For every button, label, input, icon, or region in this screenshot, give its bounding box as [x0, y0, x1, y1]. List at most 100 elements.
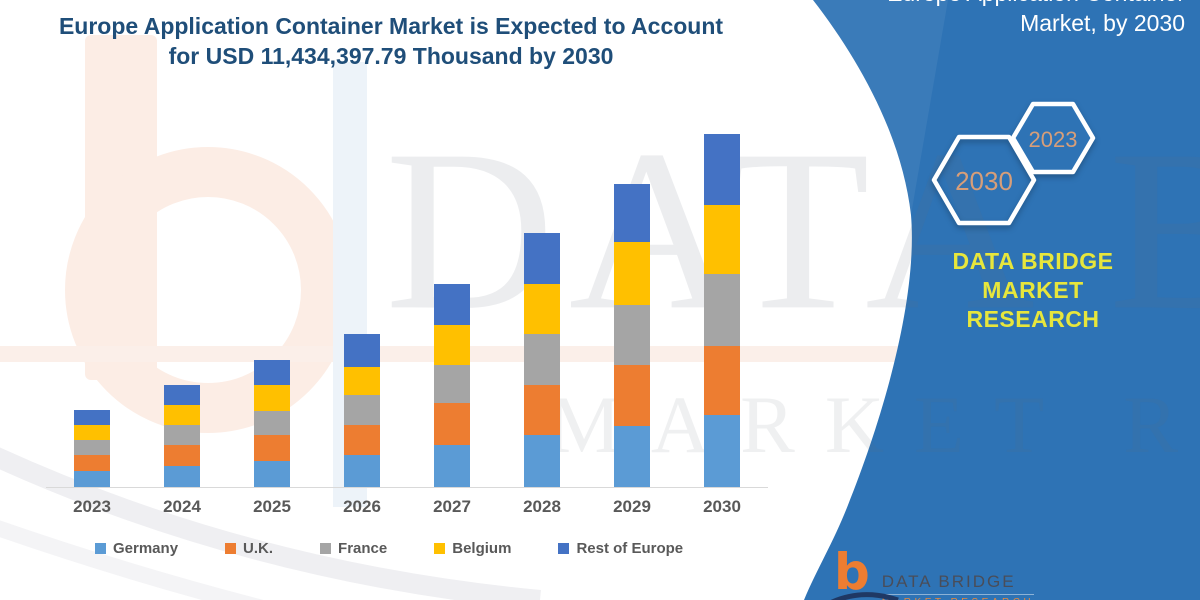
page-title-line1: Europe Application Container Market is E… [58, 13, 724, 39]
swirl-curve-icon [0, 447, 541, 600]
data-bridge-b-icon: b [834, 543, 870, 600]
brand-text: DATA BRIDGE MARKET RESEARCH [902, 247, 1164, 334]
bar-segment-2023-u-k- [74, 455, 110, 471]
bar-segment-2029-germany [614, 426, 650, 487]
bar-segment-2025-u-k- [254, 435, 290, 461]
bar-2029 [614, 184, 650, 487]
footer-logo-mark: b [830, 547, 899, 600]
legend-swatch-icon [320, 543, 332, 554]
legend-item-u-k-: U.K. [225, 540, 273, 557]
bar-segment-2029-u-k- [614, 365, 650, 426]
x-axis-label-2030: 2030 [703, 497, 741, 516]
bar-segment-2027-france [434, 365, 470, 403]
legend-label: U.K. [243, 540, 274, 557]
bar-segment-2025-germany [254, 461, 290, 487]
swirl-curve-icon [0, 520, 264, 600]
bar-2028 [524, 233, 560, 487]
bar-segment-2024-belgium [164, 405, 200, 425]
bar-segment-2030-france [704, 274, 740, 346]
bar-segment-2025-france [254, 411, 290, 435]
legend-swatch-icon [434, 543, 446, 554]
hexagon-2030-icon [931, 134, 1037, 226]
bar-segment-2028-germany [524, 435, 560, 487]
bar-segment-2023-germany [74, 471, 110, 487]
bar-segment-2023-france [74, 440, 110, 455]
bar-segment-2026-u-k- [344, 425, 380, 455]
legend-label: Belgium [452, 540, 512, 557]
panel-heading-line2: Market, by 2030 [1020, 10, 1185, 36]
legend-item-germany: Germany [95, 540, 178, 557]
footer-logo-text: DATA BRIDGE [881, 572, 1035, 595]
x-axis-label-2027: 2027 [433, 497, 471, 516]
page-title-line2: for USD 11,434,397.79 Thousand by 2030 [168, 43, 614, 69]
legend-swatch-icon [558, 543, 570, 554]
bar-segment-2025-rest-of-europe [254, 360, 290, 385]
bar-segment-2028-rest-of-europe [524, 233, 560, 284]
bar-segment-2029-rest-of-europe [614, 184, 650, 242]
bar-segment-2027-belgium [434, 325, 470, 365]
bar-segment-2028-u-k- [524, 385, 560, 435]
bar-segment-2028-belgium [524, 284, 560, 334]
bar-segment-2029-france [614, 305, 650, 365]
bar-segment-2027-rest-of-europe [434, 284, 470, 325]
hexagon-2023-label: 2023 [1028, 127, 1078, 152]
x-axis-label-2028: 2028 [523, 497, 561, 516]
bar-segment-2026-rest-of-europe [344, 334, 380, 367]
bar-segment-2026-france [344, 395, 380, 425]
bar-segment-2024-france [164, 425, 200, 445]
side-panel-shape [804, 0, 1200, 600]
bar-2026 [344, 334, 380, 487]
bar-2023 [74, 410, 110, 487]
x-axis-label-2024: 2024 [163, 497, 201, 516]
bar-2027 [434, 284, 470, 487]
x-axis-label-2029: 2029 [613, 497, 651, 516]
bar-segment-2024-germany [164, 466, 200, 487]
x-axis-line [46, 487, 768, 488]
brand-text-line2: RESEARCH [966, 306, 1100, 332]
panel-heading: Europe Application Container Market, by … [765, 0, 1185, 38]
legend-item-rest-of-europe: Rest of Europe [558, 540, 683, 557]
panel-heading-line1: Europe Application Container [765, 0, 1185, 8]
bar-segment-2028-france [524, 334, 560, 385]
bar-segment-2026-germany [344, 455, 380, 487]
bar-segment-2030-germany [704, 415, 740, 487]
footer-logo-subtext: MARKET RESEARCH [882, 597, 1034, 600]
bar-segment-2030-belgium [704, 205, 740, 274]
bar-2030 [704, 134, 740, 487]
hexagon-2030-label: 2030 [955, 166, 1013, 196]
bar-segment-2024-rest-of-europe [164, 385, 200, 405]
legend-item-belgium: Belgium [434, 540, 511, 557]
footer-logo-swoosh-icon [830, 592, 899, 600]
brand-text-line1: DATA BRIDGE MARKET [952, 248, 1114, 303]
x-axis-label-2026: 2026 [343, 497, 381, 516]
x-axis-label-2023: 2023 [73, 497, 111, 516]
logo-watermark-ring [65, 147, 351, 433]
legend-label: Rest of Europe [576, 540, 684, 557]
bar-segment-2027-germany [434, 445, 470, 487]
bar-segment-2029-belgium [614, 242, 650, 305]
bar-2025 [254, 360, 290, 487]
x-axis-label-2025: 2025 [253, 497, 291, 516]
bar-segment-2023-rest-of-europe [74, 410, 110, 425]
legend-swatch-icon [95, 543, 106, 554]
legend-item-france: France [320, 540, 387, 557]
hexagon-2023-icon [1010, 101, 1096, 175]
footer-logo-texts: DATA BRIDGE MARKET RESEARCH [881, 572, 1035, 600]
footer-logo: b DATA BRIDGE MARKET RESEARCH [830, 547, 1035, 600]
bar-segment-2023-belgium [74, 425, 110, 440]
bar-segment-2027-u-k- [434, 403, 470, 445]
chart-legend: Germany U.K. France Belgium Rest of Europe [95, 540, 683, 557]
bar-segment-2030-u-k- [704, 346, 740, 415]
bar-segment-2026-belgium [344, 367, 380, 395]
bar-2024 [164, 385, 200, 487]
bar-segment-2030-rest-of-europe [704, 134, 740, 205]
bar-segment-2025-belgium [254, 385, 290, 411]
page-title: Europe Application Container Market is E… [0, 11, 782, 71]
hexagons-graphic [931, 101, 1096, 226]
legend-label: Germany [113, 540, 179, 557]
legend-swatch-icon [225, 543, 237, 554]
